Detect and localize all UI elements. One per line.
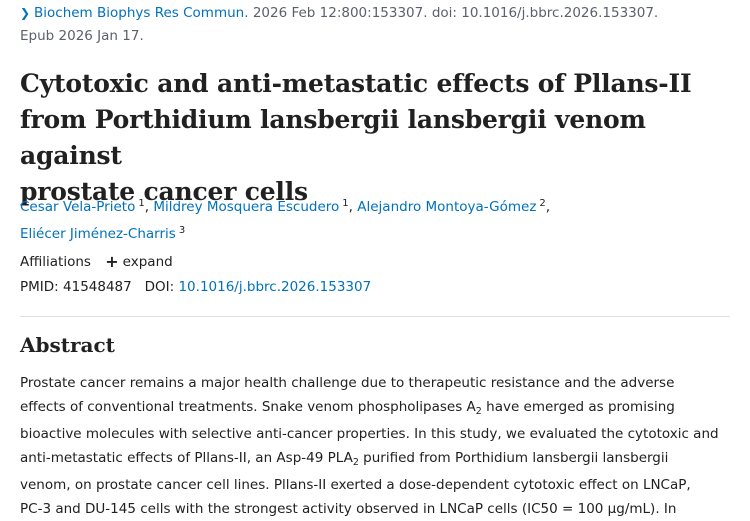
author-link[interactable]: Alejandro Montoya-Gómez [357, 199, 536, 215]
abstract-line: Prostate cancer remains a major health c… [20, 372, 736, 396]
abstract-heading: Abstract [20, 333, 115, 357]
affiliations-toggle[interactable]: Affiliations +expand [20, 252, 173, 271]
expand-button[interactable]: +expand [105, 254, 172, 270]
author-link[interactable]: Cesar Vela-Prieto [20, 199, 135, 215]
doi-label: DOI: [145, 279, 175, 295]
identifiers: PMID: 41548487 DOI: 10.1016/j.bbrc.2026.… [20, 279, 371, 295]
author-link[interactable]: Mildrey Mosquera Escudero [153, 199, 339, 215]
abstract-line: venom, on prostate cancer cell lines. Pl… [20, 474, 736, 498]
abstract-line: effects of conventional treatments. Snak… [20, 396, 736, 424]
pmid-label: PMID: [20, 279, 59, 295]
divider [20, 316, 730, 317]
author-link[interactable]: Eliécer Jiménez-Charris [20, 226, 176, 242]
affiliation-ref[interactable]: 3 [179, 225, 185, 236]
citation: ❯Biochem Biophys Res Commun. 2026 Feb 12… [20, 2, 730, 48]
journal-link[interactable]: Biochem Biophys Res Commun. [34, 5, 249, 21]
doi-link[interactable]: 10.1016/j.bbrc.2026.153307 [178, 279, 371, 295]
abstract-line: bioactive molecules with selective anti-… [20, 423, 736, 447]
article-title: Cytotoxic and anti-metastatic effects of… [20, 66, 735, 210]
abstract-text: Prostate cancer remains a major health c… [20, 372, 736, 521]
plus-icon: + [105, 252, 118, 271]
affiliations-label: Affiliations [20, 254, 91, 270]
abstract-line: anti-metastatic effects of Pllans-II, an… [20, 447, 736, 475]
abstract-line: PC-3 and DU-145 cells with the strongest… [20, 498, 736, 521]
chevron-right-icon[interactable]: ❯ [20, 2, 34, 25]
pmid-value: 41548487 [63, 279, 132, 295]
epub-date: Epub 2026 Jan 17. [20, 28, 144, 44]
affiliation-ref[interactable]: 1 [342, 198, 348, 209]
affiliation-ref[interactable]: 2 [539, 198, 545, 209]
affiliation-ref[interactable]: 1 [138, 198, 144, 209]
citation-details: 2026 Feb 12:800:153307. doi: 10.1016/j.b… [253, 5, 658, 21]
